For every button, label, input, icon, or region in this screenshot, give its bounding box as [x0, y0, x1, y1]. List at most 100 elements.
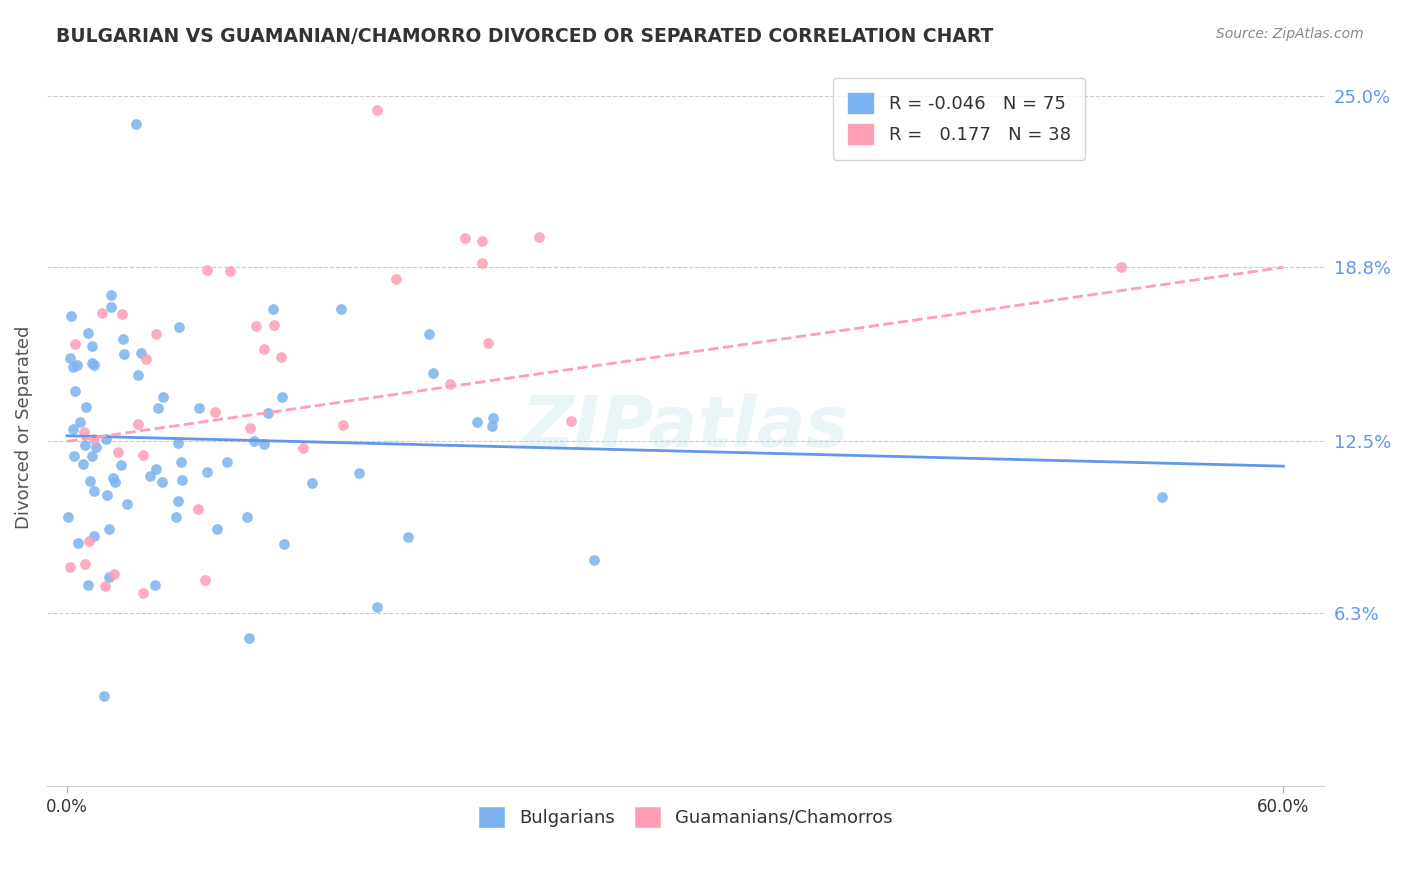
- Point: [98, 522, 121, 536]
- Point: [111, 333, 134, 347]
- Point: [103, 567, 125, 582]
- Point: [75, 438, 97, 452]
- Point: [73, 557, 96, 571]
- Point: [465, 415, 488, 429]
- Point: [139, 469, 162, 483]
- Point: [195, 465, 218, 479]
- Point: [245, 318, 267, 333]
- Point: [270, 390, 292, 404]
- Point: [63, 337, 86, 351]
- Point: [75, 400, 97, 414]
- Point: [94, 579, 117, 593]
- Point: [477, 335, 499, 350]
- Point: [145, 326, 167, 341]
- Point: [110, 307, 132, 321]
- Point: [301, 476, 323, 491]
- Point: [422, 366, 444, 380]
- Point: [454, 231, 477, 245]
- Point: [80, 338, 103, 352]
- Point: [1111, 260, 1133, 275]
- Point: [132, 586, 155, 600]
- Point: [112, 347, 135, 361]
- Point: [527, 229, 550, 244]
- Point: [236, 510, 259, 524]
- Point: [262, 302, 284, 317]
- Point: [366, 103, 388, 117]
- Point: [217, 455, 239, 469]
- Point: [63, 450, 86, 464]
- Point: [77, 534, 100, 549]
- Point: [439, 377, 461, 392]
- Point: [195, 263, 218, 277]
- Point: [84, 440, 107, 454]
- Point: [1150, 490, 1173, 504]
- Point: [91, 305, 114, 319]
- Point: [67, 536, 90, 550]
- Point: [396, 530, 419, 544]
- Point: [76, 578, 98, 592]
- Point: [83, 432, 105, 446]
- Point: [150, 475, 173, 489]
- Point: [76, 326, 98, 341]
- Point: [73, 425, 96, 440]
- Point: [273, 536, 295, 550]
- Point: [98, 570, 121, 584]
- Point: [263, 318, 285, 332]
- Point: [205, 522, 228, 536]
- Point: [170, 455, 193, 469]
- Point: [167, 320, 190, 334]
- Point: [366, 599, 388, 614]
- Legend: Bulgarians, Guamanians/Chamorros: Bulgarians, Guamanians/Chamorros: [471, 798, 900, 835]
- Point: [418, 326, 440, 341]
- Point: [83, 358, 105, 372]
- Y-axis label: Divorced or Separated: Divorced or Separated: [15, 326, 32, 529]
- Point: [107, 445, 129, 459]
- Point: [96, 488, 118, 502]
- Point: [100, 288, 122, 302]
- Point: [481, 419, 503, 434]
- Point: [69, 416, 91, 430]
- Point: [471, 234, 494, 248]
- Point: [482, 411, 505, 425]
- Point: [471, 256, 494, 270]
- Point: [65, 358, 87, 372]
- Point: [80, 356, 103, 370]
- Point: [152, 390, 174, 404]
- Point: [83, 528, 105, 542]
- Point: [65, 384, 87, 398]
- Point: [62, 422, 84, 436]
- Point: [125, 117, 148, 131]
- Point: [143, 578, 166, 592]
- Point: [165, 510, 187, 524]
- Point: [62, 360, 84, 375]
- Point: [104, 475, 127, 489]
- Point: [347, 466, 370, 480]
- Point: [127, 368, 149, 383]
- Point: [332, 417, 354, 432]
- Point: [59, 351, 82, 366]
- Point: [110, 458, 132, 472]
- Point: [56, 509, 79, 524]
- Point: [94, 433, 117, 447]
- Point: [204, 404, 226, 418]
- Point: [100, 301, 122, 315]
- Point: [330, 301, 353, 316]
- Text: Source: ZipAtlas.com: Source: ZipAtlas.com: [1216, 27, 1364, 41]
- Point: [72, 457, 94, 471]
- Point: [101, 471, 124, 485]
- Point: [385, 272, 408, 286]
- Point: [167, 436, 190, 450]
- Point: [292, 441, 315, 455]
- Point: [253, 342, 276, 356]
- Point: [187, 502, 209, 516]
- Point: [60, 309, 83, 323]
- Point: [127, 417, 149, 431]
- Point: [167, 494, 190, 508]
- Text: ZIPatlas: ZIPatlas: [522, 393, 849, 462]
- Point: [188, 401, 211, 416]
- Point: [79, 474, 101, 488]
- Point: [239, 420, 262, 434]
- Point: [194, 573, 217, 587]
- Point: [145, 462, 167, 476]
- Point: [560, 414, 582, 428]
